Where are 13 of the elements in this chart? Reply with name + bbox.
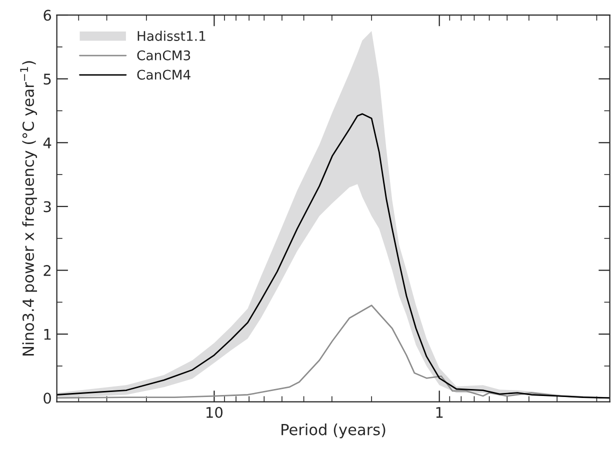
y-axis-title: Nino3.4 power x frequency (°C year$^{−1}$) [20,61,37,356]
x-tick-label: 10 [206,406,223,418]
legend-label: CanCM3 [137,50,190,60]
legend-label: CanCM4 [137,70,190,80]
y-tick-label: 3 [44,201,51,212]
y-tick-label: 1 [44,329,51,340]
x-axis-title: Period (years) [282,424,386,438]
y-tick-label: 6 [44,10,52,21]
y-tick-label: 2 [44,265,50,276]
y-tick-label: 0 [44,392,51,404]
legend-label: Hadisst1.1 [138,30,206,41]
y-tick-label: 4 [43,138,52,148]
y-tick-label: 5 [44,74,51,85]
